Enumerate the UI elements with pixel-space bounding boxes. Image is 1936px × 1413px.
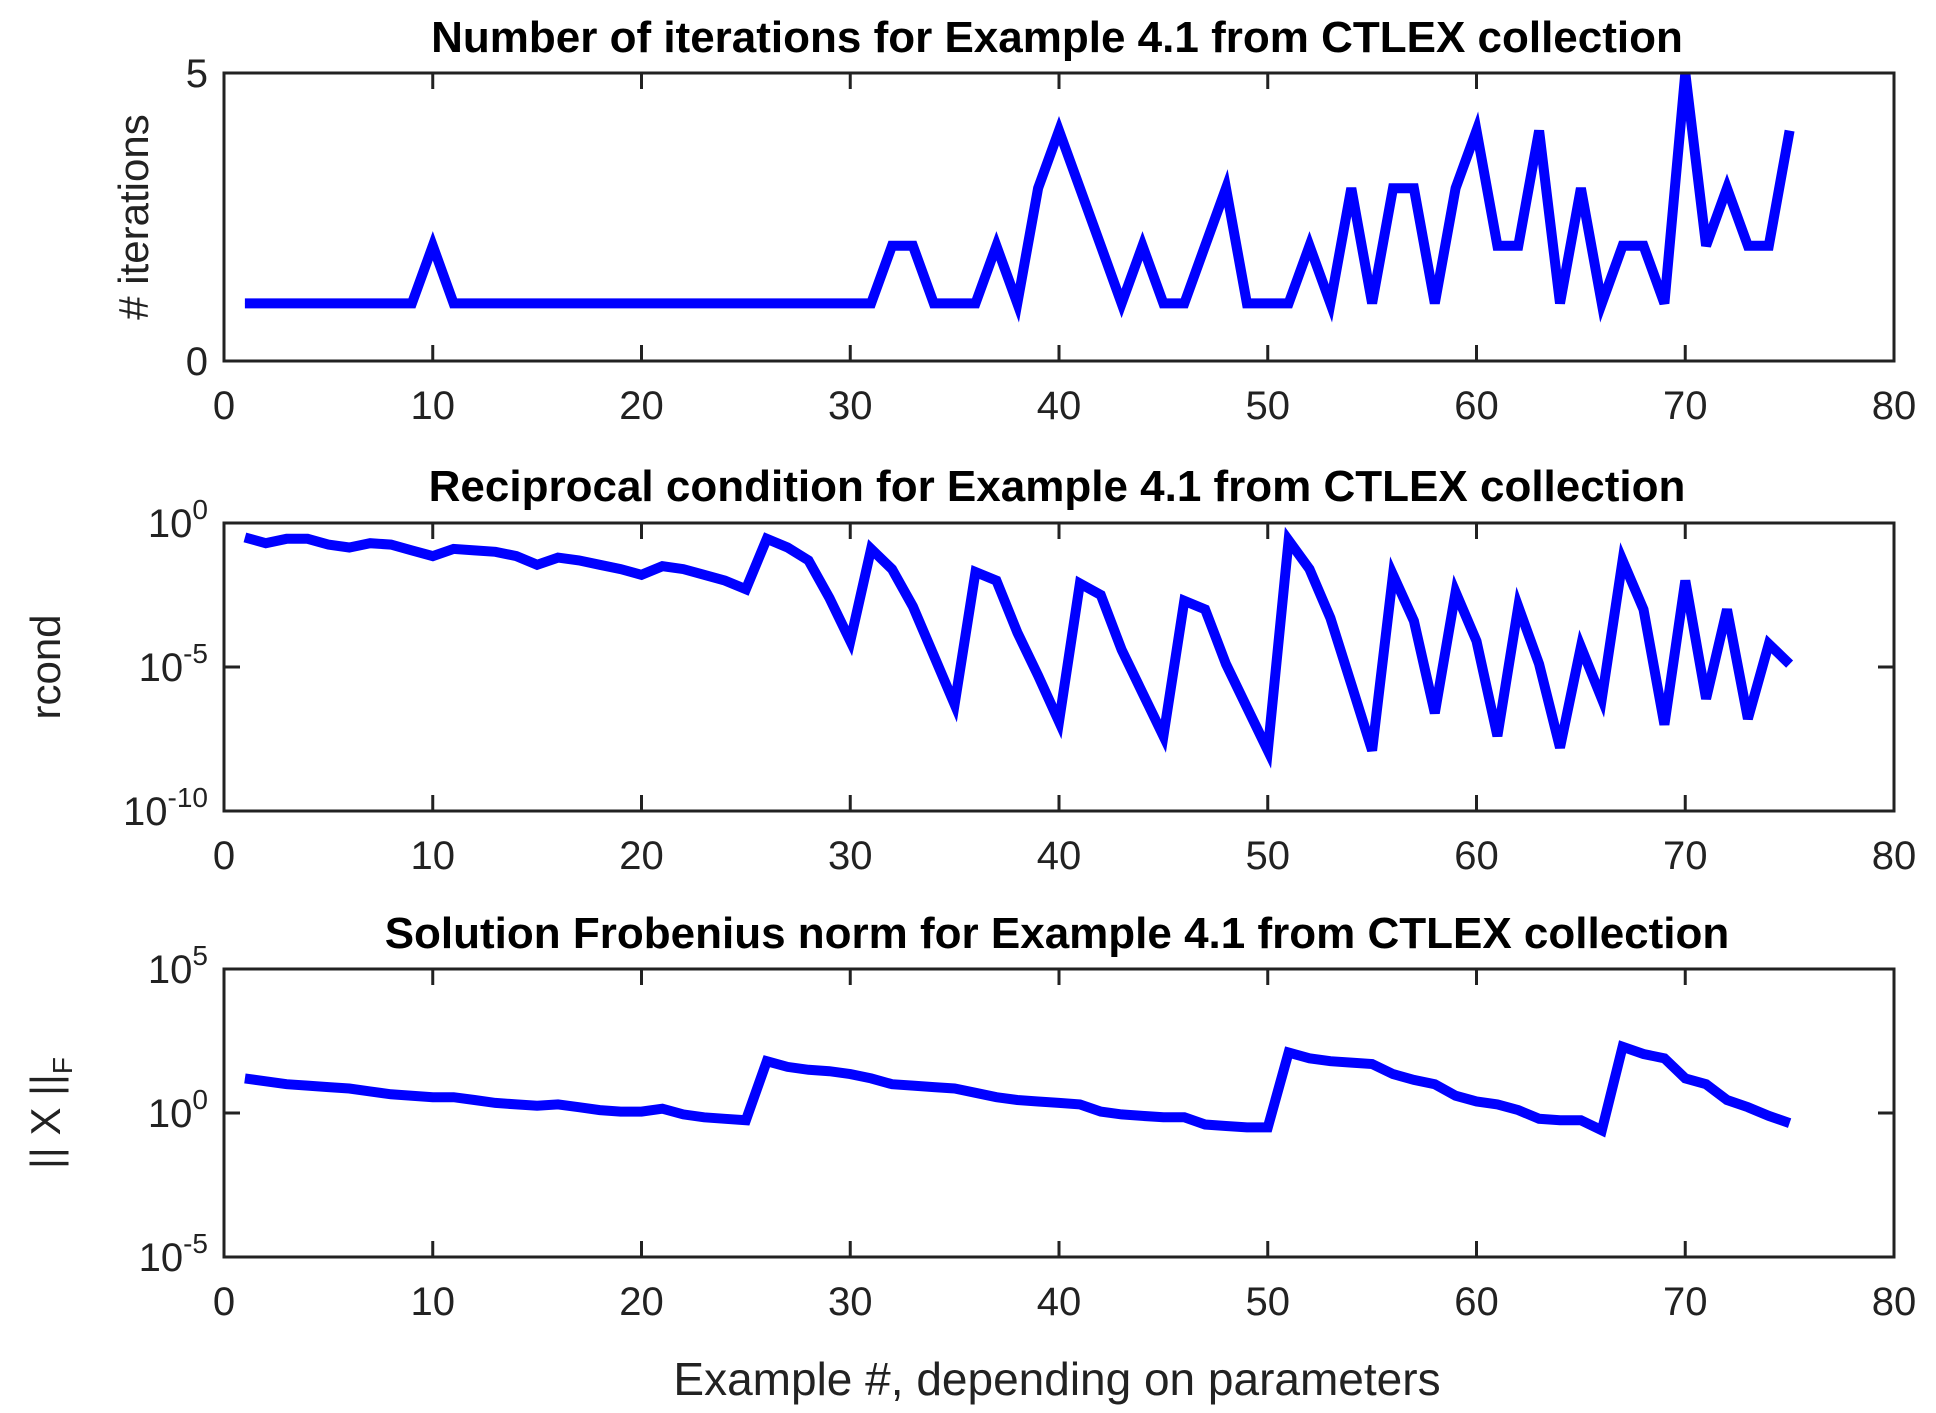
panel-rcond-ytick-label: 100: [148, 494, 208, 546]
panel-frobenius-xtick-label: 60: [1454, 1280, 1499, 1324]
panel-frobenius-frame: [222, 967, 1896, 1259]
panel-rcond-xtick-label: 40: [1037, 834, 1082, 878]
panel-frobenius-ytick-label: 105: [148, 940, 208, 992]
panel-rcond-ylabel: rcond: [22, 614, 69, 719]
panel-iterations-xtick-label: 80: [1872, 384, 1917, 428]
panel-iterations-xtick-label: 60: [1454, 384, 1499, 428]
panel-frobenius-ytick-label: 10-5: [139, 1228, 208, 1280]
panel-rcond-xtick-label: 50: [1246, 834, 1291, 878]
panel-frobenius-ylabel: || X ||F: [22, 1057, 78, 1169]
panel-rcond-title: Reciprocal condition for Example 4.1 fro…: [429, 462, 1686, 511]
panel-frobenius-ytick-base: 10: [139, 1236, 184, 1280]
panel-iterations-xtick-label: 50: [1246, 384, 1291, 428]
panel-rcond-frame: [222, 521, 1896, 813]
panel-frobenius-ytick-exp: 5: [192, 940, 208, 971]
panel-rcond-points: [244, 537, 1790, 751]
panel-rcond-ytick-exp: -10: [168, 782, 208, 813]
panel-rcond-xtick-label: 30: [828, 834, 873, 878]
panel-rcond-xtick-label: 10: [411, 834, 456, 878]
panel-frobenius-xtick-label: 20: [619, 1280, 664, 1324]
panel-iterations-xtick-label: 0: [213, 384, 235, 428]
panel-rcond-ytick-base: 10: [139, 646, 184, 690]
panel-frobenius-xtick-label: 70: [1663, 1280, 1708, 1324]
panel-rcond-xtick-label: 70: [1663, 834, 1708, 878]
panel-rcond-ytick-exp: 0: [192, 494, 208, 525]
panel-frobenius: Solution Frobenius norm for Example 4.1 …: [22, 909, 1916, 1405]
panel-frobenius-xtick-label: 10: [411, 1280, 456, 1324]
panel-iterations-xtick-label: 40: [1037, 384, 1082, 428]
panel-rcond-xtick-label: 60: [1454, 834, 1499, 878]
panel-frobenius-xtick-label: 0: [213, 1280, 235, 1324]
panel-frobenius-ytick-exp: 0: [192, 1084, 208, 1115]
panel-frobenius-ylabel-sub: F: [47, 1057, 78, 1074]
panel-rcond-ytick-base: 10: [123, 790, 168, 834]
panel-rcond-xtick-label: 0: [213, 834, 235, 878]
panel-frobenius-xtick-label: 30: [828, 1280, 873, 1324]
panel-iterations: Number of iterations for Example 4.1 fro…: [110, 13, 1916, 428]
panel-frobenius-xtick-label: 50: [1246, 1280, 1291, 1324]
panel-iterations-title: Number of iterations for Example 4.1 fro…: [431, 13, 1683, 62]
panel-iterations-xtick-label: 20: [619, 384, 664, 428]
panel-rcond-xtick-label: 80: [1872, 834, 1917, 878]
panel-frobenius-xtick-label: 80: [1872, 1280, 1917, 1324]
panel-rcond-ytick-base: 10: [148, 502, 193, 546]
panel-frobenius-ytick-exp: -5: [183, 1228, 208, 1259]
panel-iterations-ylabel: # iterations: [110, 114, 157, 319]
panel-rcond-ytick-label: 10-5: [139, 638, 208, 690]
panel-frobenius-ytick-base: 10: [148, 1092, 193, 1136]
panel-iterations-frame: [222, 71, 1896, 363]
panel-frobenius-title: Solution Frobenius norm for Example 4.1 …: [385, 909, 1730, 958]
panel-rcond: Reciprocal condition for Example 4.1 fro…: [22, 462, 1916, 878]
panel-frobenius-ytick-base: 10: [148, 948, 193, 992]
panel-iterations-ticks: 0 10 20 30 40 50 60 70 80 0 5: [186, 52, 1917, 428]
panel-frobenius-series-line: [244, 1040, 1792, 1138]
panel-rcond-xtick-label: 20: [619, 834, 664, 878]
panel-frobenius-ylabel-main: || X ||: [22, 1074, 69, 1169]
panel-iterations-xtick-label: 70: [1663, 384, 1708, 428]
panel-rcond-ytick-label: 10-10: [123, 782, 208, 834]
panel-iterations-xtick-label: 10: [411, 384, 456, 428]
panel-iterations-series-line: [244, 72, 1795, 323]
panel-iterations-xtick-label: 30: [828, 384, 873, 428]
panel-iterations-ytick-label: 5: [186, 52, 208, 96]
panel-frobenius-points: [244, 1046, 1790, 1131]
panel-frobenius-ytick-label: 100: [148, 1084, 208, 1136]
panel-frobenius-xlabel: Example #, depending on parameters: [673, 1353, 1440, 1405]
panel-rcond-ytick-exp: -5: [183, 638, 208, 669]
panel-frobenius-xtick-label: 40: [1037, 1280, 1082, 1324]
panel-iterations-ytick-label: 0: [186, 340, 208, 384]
panel-rcond-series-line: [243, 526, 1794, 769]
